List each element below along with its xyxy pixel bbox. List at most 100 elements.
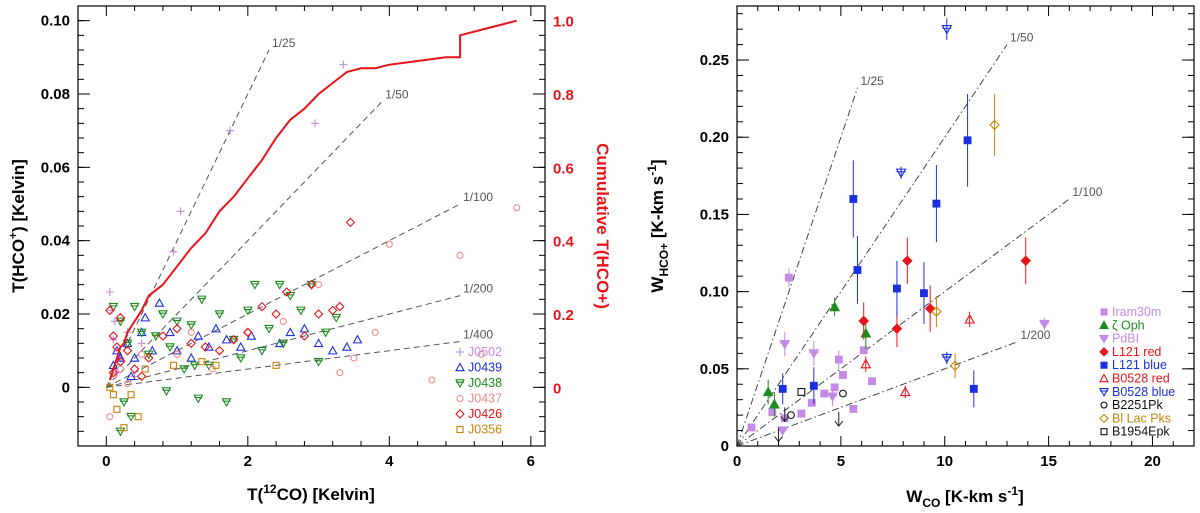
x-tick-label: 10 — [936, 453, 953, 470]
x-tick-label: 15 — [1040, 453, 1057, 470]
data-point — [150, 332, 161, 342]
data-point — [115, 317, 126, 327]
x-tick-label: 6 — [527, 453, 535, 470]
data-point — [932, 199, 941, 208]
ratio-line — [105, 49, 270, 388]
legend-marker — [455, 409, 465, 419]
data-point — [129, 364, 140, 374]
data-point — [203, 361, 214, 371]
legend-label: L121 blue — [1112, 358, 1167, 372]
legend-label: J0502 — [468, 345, 502, 359]
data-point — [860, 358, 872, 369]
data-point — [762, 386, 774, 397]
legend-label: ζ Oph — [1112, 318, 1145, 332]
ratio-line — [736, 44, 1008, 447]
data-point — [858, 315, 869, 327]
legend-marker — [455, 362, 465, 372]
data-point — [186, 352, 197, 362]
data-point — [126, 412, 137, 422]
data-point — [257, 346, 267, 356]
x-tick-label: 2 — [244, 453, 252, 470]
data-point — [244, 328, 252, 336]
data-point — [122, 345, 133, 356]
data-point — [134, 413, 142, 421]
y-tick-label: 0.10 — [700, 284, 729, 301]
data-point — [785, 273, 793, 282]
data-point — [371, 328, 379, 336]
data-point — [193, 394, 204, 404]
data-point — [136, 371, 147, 382]
left-ratio-lines: 1/25 1/50 1/100 1/200 1/400 — [105, 36, 493, 388]
data-point — [136, 328, 147, 338]
data-point — [106, 383, 114, 391]
data-point — [120, 424, 128, 432]
data-point — [271, 309, 281, 319]
data-point — [196, 295, 207, 305]
data-point — [221, 334, 232, 344]
data-point — [830, 383, 839, 392]
legend-marker — [1100, 361, 1108, 369]
data-point — [313, 309, 324, 319]
legend-label: J0438 — [468, 376, 502, 390]
data-point — [257, 301, 267, 312]
data-point — [279, 317, 287, 325]
data-point — [335, 301, 345, 312]
y-tick-label: 0.15 — [700, 206, 729, 223]
y-tick-label: 0.25 — [700, 52, 729, 69]
data-point — [176, 207, 185, 216]
legend-marker — [455, 379, 465, 389]
data-point — [158, 331, 168, 341]
data-point — [853, 266, 862, 274]
y-tick-label: 0.04 — [41, 233, 71, 250]
data-point — [778, 384, 787, 393]
right-x-tick-labels: 0 5 10 15 20 — [733, 453, 1161, 470]
data-point — [212, 361, 220, 369]
data-point — [113, 405, 121, 413]
left-y2-tick-labels: 0 0.2 0.4 0.6 0.8 1.0 — [553, 14, 575, 398]
data-point — [313, 338, 324, 348]
data-point — [214, 310, 225, 320]
legend-marker — [1099, 373, 1109, 383]
data-point — [140, 312, 151, 322]
left-y-axis-title: T(HCO+) [Kelvin] — [6, 159, 28, 293]
x-tick-label: 0 — [102, 453, 110, 470]
left-ticks — [77, 6, 545, 447]
y-tick-label: 0.02 — [41, 306, 70, 323]
data-point — [931, 306, 942, 317]
legend-marker — [1099, 347, 1109, 357]
data-point — [941, 353, 953, 364]
legend-marker — [1099, 413, 1109, 424]
data-point — [779, 339, 791, 350]
ratio-line-label: 1/25 — [860, 74, 884, 88]
data-point — [108, 302, 119, 312]
data-point — [777, 426, 789, 437]
data-point — [186, 338, 196, 349]
legend-marker — [456, 348, 464, 356]
data-point — [141, 365, 149, 373]
left-y-tick-labels: 0 0.02 0.04 0.06 0.08 0.10 — [41, 13, 71, 397]
data-point — [161, 387, 172, 397]
data-point — [924, 303, 936, 314]
data-point — [109, 391, 117, 399]
data-point — [165, 343, 175, 353]
data-point — [385, 240, 393, 248]
y-tick-label: 0.05 — [700, 361, 729, 378]
y2-tick-label: 0.8 — [553, 87, 574, 104]
data-point — [295, 306, 306, 316]
left-y2-axis-title: Cumulative T(HCO+) — [593, 143, 612, 309]
data-point — [235, 341, 246, 351]
legend-marker — [1100, 428, 1108, 436]
y-tick-label: 0.08 — [41, 86, 70, 103]
data-point — [198, 358, 206, 366]
x-tick-label: 4 — [385, 453, 394, 470]
data-point — [895, 168, 907, 179]
right-x-axis-title: WCO [K-km s-1] — [906, 484, 1023, 510]
data-point — [169, 361, 178, 369]
legend-label: PdBI — [1112, 332, 1139, 346]
data-point — [839, 371, 847, 379]
data-point — [327, 305, 338, 316]
ratio-line — [736, 87, 858, 447]
y-tick-label: 0.20 — [700, 129, 729, 146]
data-point — [143, 353, 154, 363]
